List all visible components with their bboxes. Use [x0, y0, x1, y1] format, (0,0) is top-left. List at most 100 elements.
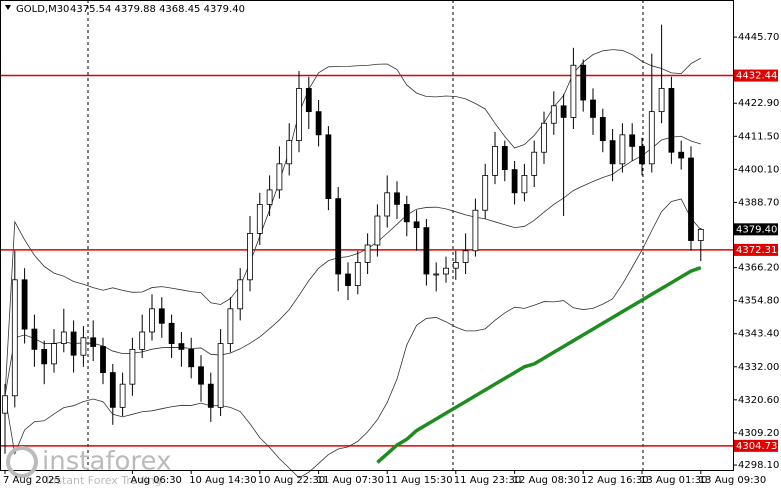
x-tick-label: 7 Aug 2025	[3, 475, 61, 486]
moving-average	[376, 265, 702, 464]
current-price-label: 4379.40	[736, 224, 777, 235]
y-tick-label: 4332.00	[738, 362, 779, 373]
candle-body	[560, 105, 567, 118]
candle-body	[276, 163, 283, 191]
ohlc-readout: 4375.54 4379.88 4368.45 4379.40	[70, 4, 245, 15]
candle-body	[217, 343, 224, 408]
candle-body	[678, 151, 685, 159]
y-tick-label: 4388.70	[738, 197, 779, 208]
candle-body	[482, 175, 489, 211]
candle-body	[648, 111, 655, 165]
candle-body	[413, 221, 420, 229]
candle-body	[394, 192, 400, 205]
candle-body	[521, 175, 528, 194]
candle-body	[158, 308, 165, 324]
current-price-tag	[734, 223, 778, 236]
candle-body	[188, 348, 195, 368]
candle-body	[100, 346, 106, 373]
watermark: instaforex Instant Forex Trading	[6, 446, 171, 487]
candle-body	[511, 169, 518, 194]
candle-body	[315, 111, 322, 136]
candle-body	[384, 192, 391, 217]
x-tick-label: 10 Aug 14:30	[189, 475, 256, 486]
candle-body	[247, 233, 253, 281]
candle-body	[296, 88, 302, 142]
candle-body	[90, 337, 97, 347]
x-tick-label: 12 Aug 08:30	[513, 475, 580, 486]
candle-body	[639, 146, 645, 165]
bollinger-band	[4, 198, 702, 479]
y-tick-label: 4445.70	[738, 32, 779, 43]
x-tick-label: 10 Aug 22:30	[258, 475, 325, 486]
candle-body	[129, 348, 136, 385]
level-tag	[734, 439, 778, 452]
candle-body	[198, 366, 204, 385]
plot-frame	[0, 0, 734, 471]
candle-body	[472, 209, 479, 252]
bollinger-band	[4, 135, 701, 396]
logo-icon	[6, 446, 38, 478]
candle-body	[60, 331, 67, 344]
candle-body	[423, 227, 430, 275]
level-label: 4304.73	[736, 441, 777, 452]
candle-body	[149, 308, 155, 333]
candle-body	[492, 146, 498, 176]
candle-body	[256, 204, 263, 234]
symbol: GOLD,M30	[16, 4, 69, 15]
candle-body	[345, 273, 351, 286]
candle-body	[266, 189, 273, 205]
candle-body	[629, 134, 636, 147]
candle-body	[374, 215, 381, 246]
candle-body	[207, 383, 214, 408]
candle-body	[41, 348, 48, 365]
menu-arrow	[5, 5, 11, 10]
x-tick-label: Aug 06:30	[130, 475, 182, 486]
candle-body	[305, 88, 312, 113]
x-tick-label: 12 Aug 16:30	[581, 475, 648, 486]
candle-body	[325, 134, 332, 200]
candle-body	[227, 308, 234, 344]
level-label: 4432.44	[736, 71, 777, 82]
candle-body	[21, 279, 28, 330]
candle-body	[403, 204, 410, 223]
y-tick-label: 4309.20	[738, 428, 779, 439]
plot	[0, 24, 733, 479]
candle-body	[501, 146, 508, 171]
logo-tagline: Instant Forex Trading	[46, 474, 162, 487]
candle-body	[658, 88, 665, 113]
separators	[87, 0, 644, 470]
candle-body	[237, 279, 244, 310]
y-tick-label: 4411.50	[738, 131, 779, 142]
candle-body	[541, 122, 547, 153]
candle-body	[619, 134, 626, 165]
candle-body	[531, 151, 538, 176]
y-tick-label: 4400.10	[738, 164, 779, 175]
x-tick-label: 13 Aug 09:30	[699, 475, 766, 486]
candle-body	[452, 261, 459, 269]
candle-body	[51, 343, 57, 365]
candle-body	[433, 273, 440, 276]
y-tick-label: 4366.20	[738, 263, 779, 274]
x-tick-label: 11 Aug 15:30	[385, 475, 452, 486]
candle-body	[443, 267, 449, 275]
x-tick-label: 11 Aug 07:30	[317, 475, 384, 486]
candle-body	[168, 322, 175, 344]
candle-body	[11, 279, 18, 397]
candle-body	[668, 88, 675, 153]
candle-body	[286, 140, 293, 165]
candle-body	[109, 372, 116, 408]
candle-body	[354, 261, 361, 286]
x-tick-label: 11 Aug 23:30	[454, 475, 521, 486]
candle-body	[590, 99, 596, 118]
logo-text: instaforex	[42, 447, 171, 477]
level-tag	[734, 243, 778, 256]
level-tag	[734, 69, 778, 82]
y-tick-label: 4354.80	[738, 296, 779, 307]
x-tick-label: 13 Aug 01:30	[640, 475, 707, 486]
y-tick-label: 4422.90	[738, 98, 779, 109]
level-label: 4372.31	[736, 245, 777, 256]
candle-body	[580, 64, 587, 101]
